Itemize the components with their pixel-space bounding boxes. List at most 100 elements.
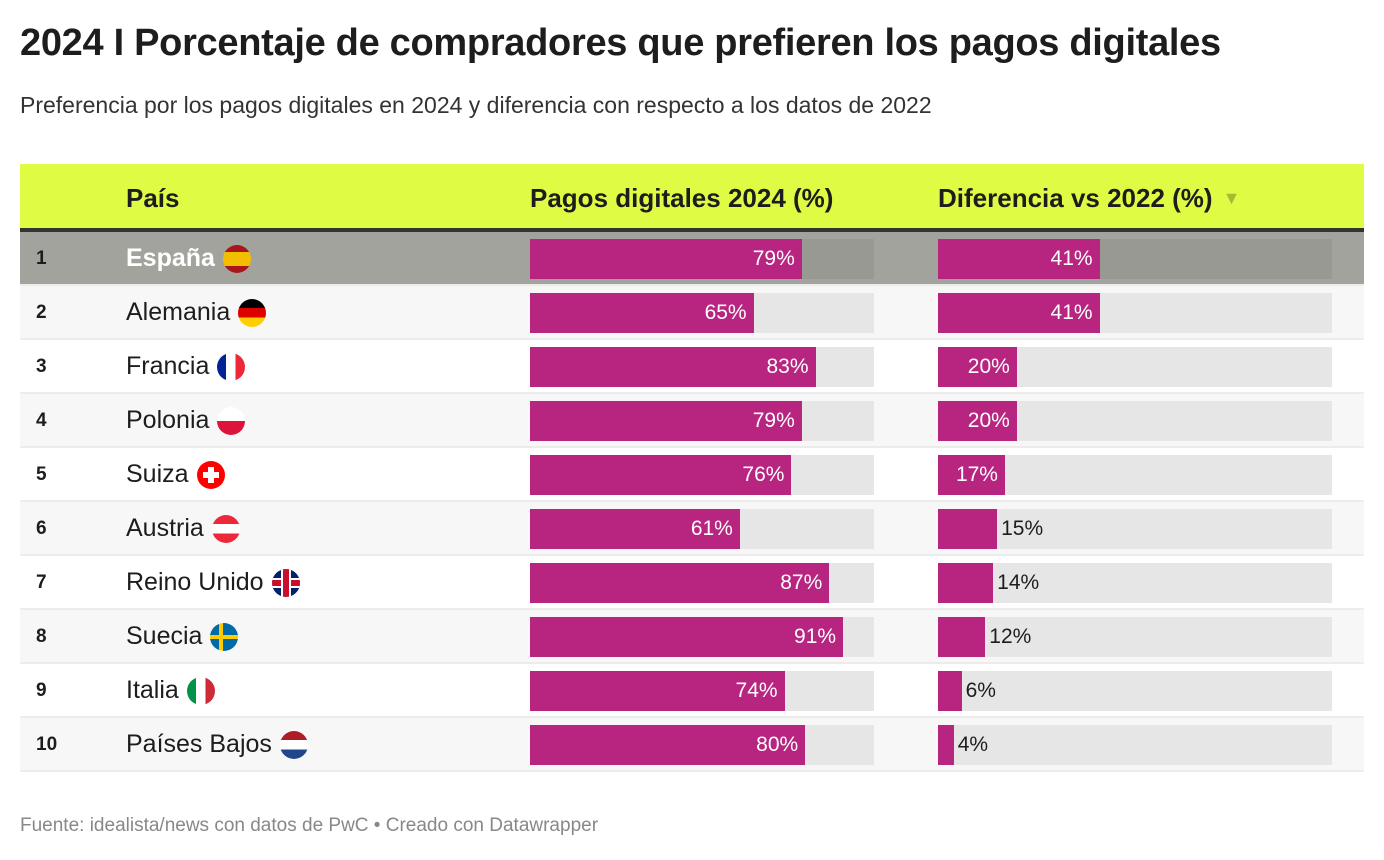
chart-subtitle: Preferencia por los pagos digitales en 2… bbox=[20, 92, 932, 118]
country-cell: Italia bbox=[126, 676, 215, 705]
country-name: Reino Unido bbox=[126, 568, 264, 596]
sort-descending-icon: ▼ bbox=[1222, 188, 1241, 208]
country-cell: Países Bajos bbox=[126, 730, 308, 759]
header-pagos[interactable]: Pagos digitales 2024 (%) bbox=[530, 183, 834, 213]
country-cell: España bbox=[126, 244, 251, 273]
diff-label: 12% bbox=[989, 625, 1032, 648]
table-row: 1 España 79% 41% bbox=[20, 232, 1364, 286]
flag-pl-icon bbox=[217, 406, 246, 435]
pagos-bar-track: 65% bbox=[530, 293, 874, 333]
pagos-label: 74% bbox=[735, 679, 778, 702]
pagos-label: 79% bbox=[752, 247, 795, 270]
pagos-bar bbox=[530, 293, 754, 333]
diff-bar-track: 12% bbox=[938, 617, 1332, 657]
table-header: País Pagos digitales 2024 (%) Diferencia… bbox=[20, 164, 1364, 232]
pagos-bar bbox=[530, 617, 844, 657]
diff-bar bbox=[938, 347, 1017, 387]
diff-label: 14% bbox=[997, 571, 1040, 594]
diff-bar-track: 6% bbox=[938, 671, 1332, 711]
pagos-bar bbox=[530, 347, 816, 387]
pagos-bar-track: 80% bbox=[530, 725, 874, 765]
country-cell: Suiza bbox=[126, 460, 225, 489]
country-name: Países Bajos bbox=[126, 730, 272, 758]
diff-bar bbox=[938, 455, 1005, 495]
diff-bar bbox=[938, 401, 1017, 441]
country-cell: Austria bbox=[126, 514, 240, 543]
pagos-bar bbox=[530, 563, 830, 603]
diff-bar bbox=[938, 617, 986, 657]
pagos-label: 87% bbox=[780, 571, 823, 594]
table-row: 8 Suecia 91% 12% bbox=[20, 610, 1364, 664]
flag-se-icon bbox=[210, 622, 239, 651]
country-cell: Reino Unido bbox=[126, 568, 300, 597]
flag-es-icon bbox=[222, 244, 251, 273]
country-name: Suecia bbox=[126, 622, 203, 650]
header-diff[interactable]: Diferencia vs 2022 (%) ▼ bbox=[938, 183, 1240, 214]
country-name: España bbox=[126, 244, 215, 272]
header-country[interactable]: País bbox=[126, 183, 180, 213]
country-cell: Suecia bbox=[126, 622, 239, 651]
diff-bar-track: 4% bbox=[938, 725, 1332, 765]
country-name: Suiza bbox=[126, 460, 189, 488]
diff-bar bbox=[938, 509, 998, 549]
rank: 5 bbox=[36, 464, 47, 485]
pagos-label: 61% bbox=[690, 517, 733, 540]
country-name: Polonia bbox=[126, 406, 210, 434]
diff-label: 20% bbox=[967, 409, 1010, 432]
flag-de-icon bbox=[238, 298, 267, 327]
diff-bar-track: 15% bbox=[938, 509, 1332, 549]
diff-bar-track: 20% bbox=[938, 347, 1332, 387]
diff-label: 41% bbox=[1050, 301, 1093, 324]
pagos-bar bbox=[530, 239, 802, 279]
country-name: Alemania bbox=[126, 298, 231, 326]
rank: 3 bbox=[36, 356, 47, 377]
flag-it-icon bbox=[186, 676, 215, 705]
diff-bar bbox=[938, 725, 954, 765]
diff-label: 41% bbox=[1050, 247, 1093, 270]
pagos-label: 91% bbox=[794, 625, 837, 648]
diff-label: 15% bbox=[1001, 517, 1044, 540]
rank: 6 bbox=[36, 518, 47, 539]
country-cell: Polonia bbox=[126, 406, 246, 435]
diff-bar bbox=[938, 563, 994, 603]
table-row: 2 Alemania 65% 41% bbox=[20, 286, 1364, 340]
diff-bar bbox=[938, 671, 962, 711]
rank: 1 bbox=[36, 248, 47, 269]
pagos-bar-track: 61% bbox=[530, 509, 874, 549]
table-row: 5 Suiza 76% 17% bbox=[20, 448, 1364, 502]
country-name: Austria bbox=[126, 514, 204, 542]
diff-bar-track: 41% bbox=[938, 293, 1332, 333]
pagos-bar-track: 79% bbox=[530, 401, 874, 441]
pagos-bar-track: 79% bbox=[530, 239, 874, 279]
pagos-bar bbox=[530, 509, 740, 549]
pagos-bar bbox=[530, 455, 792, 495]
country-name: Italia bbox=[126, 676, 179, 704]
table-row: 6 Austria 61% 15% bbox=[20, 502, 1364, 556]
table-row: 10 Países Bajos 80% 4% bbox=[20, 718, 1364, 772]
diff-label: 20% bbox=[967, 355, 1010, 378]
pagos-bar-track: 76% bbox=[530, 455, 874, 495]
pagos-label: 83% bbox=[766, 355, 809, 378]
flag-fr-icon bbox=[217, 352, 246, 381]
diff-bar-track: 17% bbox=[938, 455, 1332, 495]
table-row: 9 Italia 74% 6% bbox=[20, 664, 1364, 718]
data-table: País Pagos digitales 2024 (%) Diferencia… bbox=[20, 164, 1364, 772]
pagos-bar-track: 91% bbox=[530, 617, 874, 657]
pagos-bar bbox=[530, 671, 785, 711]
rank: 8 bbox=[36, 626, 47, 647]
rank: 4 bbox=[36, 410, 47, 431]
pagos-label: 80% bbox=[756, 733, 799, 756]
diff-label: 4% bbox=[957, 733, 989, 756]
table-row: 4 Polonia 79% 20% bbox=[20, 394, 1364, 448]
table-row: 7 Reino Unido 87% 14% bbox=[20, 556, 1364, 610]
diff-bar-track: 14% bbox=[938, 563, 1332, 603]
diff-label: 6% bbox=[965, 679, 996, 702]
pagos-label: 79% bbox=[752, 409, 795, 432]
diff-label: 17% bbox=[955, 463, 998, 486]
footer-source: Fuente: idealista/news con datos de PwC … bbox=[20, 815, 599, 836]
rank: 7 bbox=[36, 572, 47, 593]
flag-nl-icon bbox=[279, 730, 308, 759]
pagos-bar-track: 74% bbox=[530, 671, 874, 711]
pagos-label: 65% bbox=[704, 301, 747, 324]
flag-at-icon bbox=[211, 514, 240, 543]
